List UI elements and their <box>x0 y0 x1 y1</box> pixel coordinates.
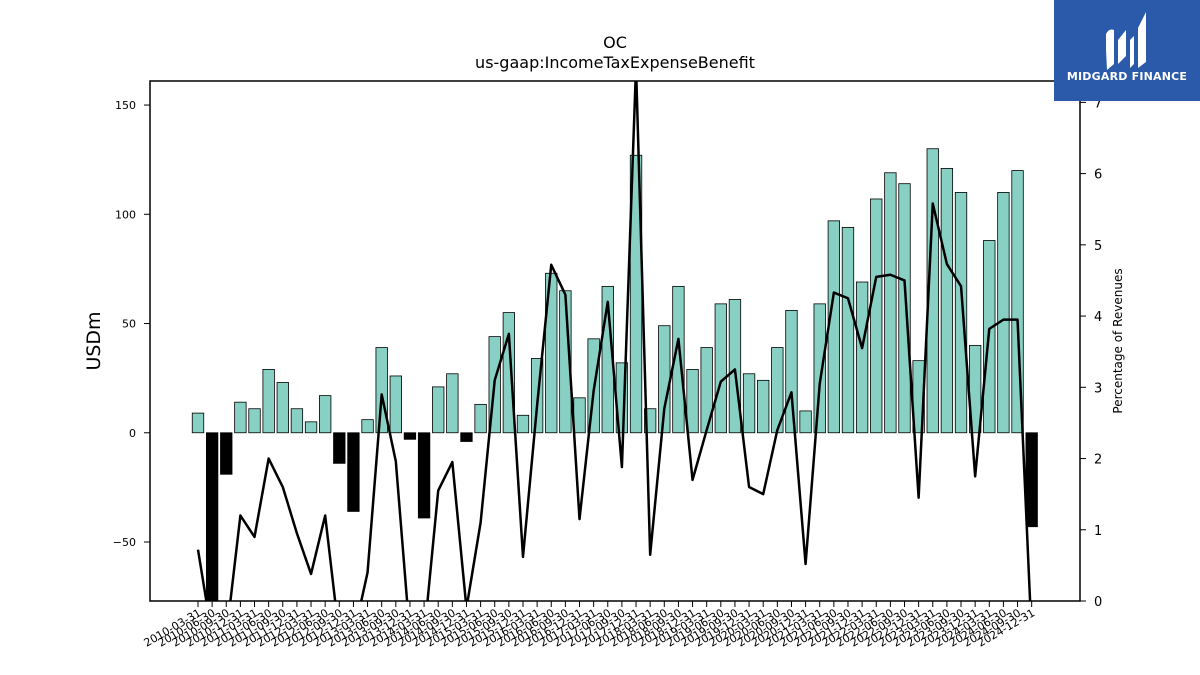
bar <box>813 303 826 434</box>
bar <box>191 412 205 434</box>
bar <box>460 432 473 442</box>
y2-tick-label: 5 <box>1094 239 1102 254</box>
bar <box>290 408 304 434</box>
bar <box>940 167 954 434</box>
bar <box>1011 170 1024 434</box>
y2-axis-label: Percentage of Revenues <box>1111 268 1125 413</box>
bar <box>276 382 289 434</box>
bar <box>827 220 840 434</box>
logo-mark-icon <box>1106 12 1146 70</box>
percentage-line <box>196 81 1032 601</box>
bar <box>559 290 572 434</box>
bar <box>248 408 261 434</box>
y-tick-label: −50 <box>113 536 136 549</box>
bar <box>954 192 968 434</box>
bar <box>898 183 911 434</box>
y2-tick-label: 7 <box>1094 96 1102 111</box>
bar <box>997 192 1010 434</box>
y-tick-label: 150 <box>115 99 136 112</box>
bar <box>375 347 388 434</box>
chart-subtitle: us-gaap:IncomeTaxExpenseBenefit <box>475 53 755 72</box>
bar <box>333 432 346 464</box>
bar <box>347 432 360 512</box>
y2-tick-label: 3 <box>1094 381 1102 396</box>
brand-logo: MIDGARD FINANCE <box>1054 0 1200 101</box>
bar <box>644 408 657 434</box>
bar <box>757 379 770 434</box>
y2-tick-label: 4 <box>1094 310 1102 325</box>
bar <box>205 432 219 601</box>
y-tick-label: 0 <box>129 427 136 440</box>
bar <box>728 299 742 434</box>
y2-tick-label: 1 <box>1094 524 1102 539</box>
y2-tick-label: 0 <box>1094 595 1102 610</box>
bar <box>926 148 939 434</box>
bar <box>1025 432 1038 528</box>
bar <box>785 310 798 434</box>
y2-tick-label: 2 <box>1094 453 1102 468</box>
bar <box>855 281 869 434</box>
bar <box>742 373 756 434</box>
bar <box>884 172 897 434</box>
bar <box>516 414 530 434</box>
bar <box>502 312 516 434</box>
bar <box>799 410 812 434</box>
bar <box>319 395 332 434</box>
bar <box>361 419 374 434</box>
bar <box>234 401 247 434</box>
y-tick-label: 100 <box>115 208 136 221</box>
bar <box>220 432 233 475</box>
bar <box>262 368 275 434</box>
bar <box>403 432 417 440</box>
y2-tick-label: 6 <box>1094 168 1102 183</box>
logo-text: MIDGARD FINANCE <box>1066 70 1188 83</box>
y-tick-label: 50 <box>122 318 136 331</box>
bar <box>672 285 685 434</box>
plot-frame <box>149 80 1081 602</box>
bar <box>432 386 445 434</box>
y-axis-label: USDm <box>83 311 105 370</box>
bar <box>474 403 487 434</box>
bar <box>686 368 699 434</box>
bar <box>714 303 727 434</box>
chart-title: OC <box>603 33 627 52</box>
axes: −50050100150012345672010-03-312010-06-30… <box>113 96 1103 649</box>
bar <box>417 432 431 519</box>
bar <box>304 421 318 434</box>
bar <box>870 198 883 434</box>
bar <box>573 397 586 434</box>
bar <box>446 373 459 434</box>
bar <box>841 226 855 434</box>
bar <box>389 375 402 434</box>
plot-area <box>191 81 1038 601</box>
